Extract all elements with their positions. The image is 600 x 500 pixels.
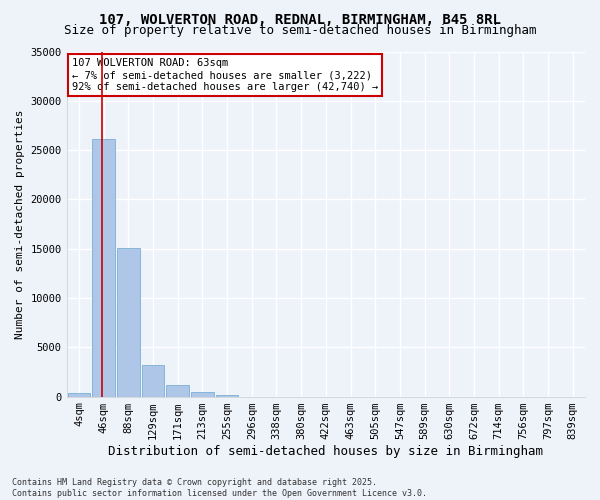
Bar (117, 248, 140, 396)
Text: 107 WOLVERTON ROAD: 63sqm
← 7% of semi-detached houses are smaller (3,222)
92% o: 107 WOLVERTON ROAD: 63sqm ← 7% of semi-d… (72, 58, 378, 92)
Bar (68, 393, 91, 396)
Bar (216, 394, 238, 396)
Bar (92, 139, 115, 396)
Bar (142, 365, 164, 396)
Bar (191, 392, 214, 396)
Text: Contains HM Land Registry data © Crown copyright and database right 2025.
Contai: Contains HM Land Registry data © Crown c… (12, 478, 427, 498)
Bar (166, 385, 189, 396)
Y-axis label: Number of semi-detached properties: Number of semi-detached properties (15, 110, 25, 339)
Text: Size of property relative to semi-detached houses in Birmingham: Size of property relative to semi-detach… (64, 24, 536, 37)
X-axis label: Distribution of semi-detached houses by size in Birmingham: Distribution of semi-detached houses by … (109, 444, 544, 458)
Text: 107, WOLVERTON ROAD, REDNAL, BIRMINGHAM, B45 8RL: 107, WOLVERTON ROAD, REDNAL, BIRMINGHAM,… (99, 12, 501, 26)
